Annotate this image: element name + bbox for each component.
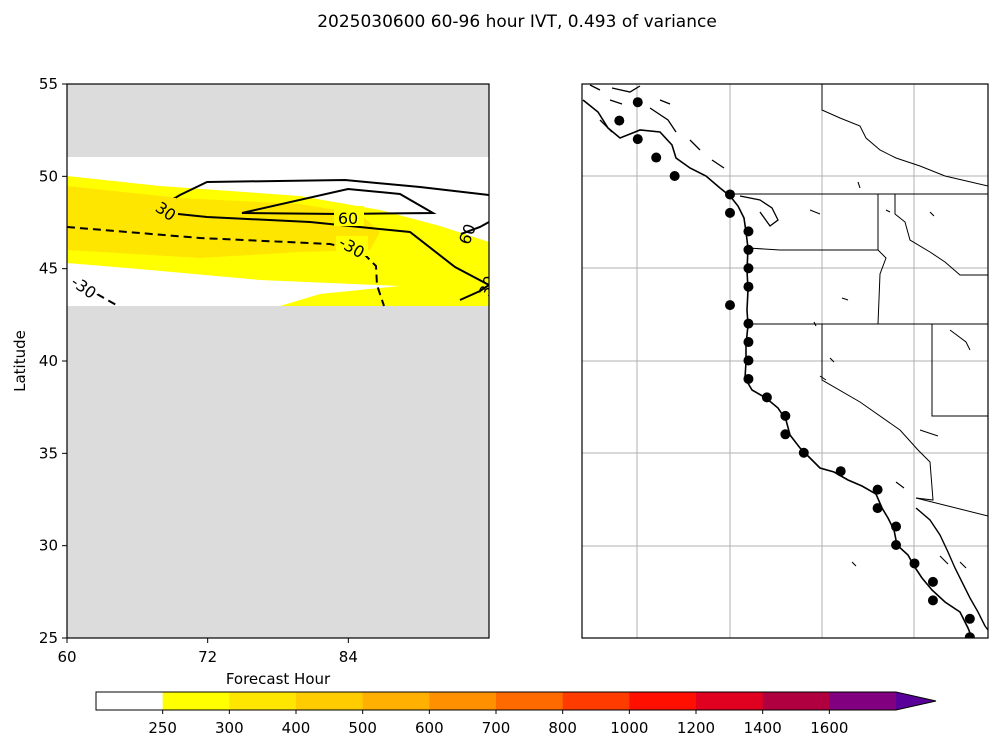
missing-data-region-top [67,84,489,157]
y-tick-label: 40 [39,352,58,370]
map-point [927,595,938,606]
map-point [798,447,809,458]
contour-neg30-dashed [67,226,385,307]
y-tick-label: 35 [39,444,58,462]
colorbar-cell [162,692,230,710]
missing-data-region-bottom [67,306,489,638]
map-panel [581,83,989,639]
canadian-coastline-islands [589,84,779,227]
map-point [872,503,883,514]
map-point [743,318,754,329]
contour-neg30-dashed-left [96,293,119,307]
contour-30-upper [154,178,489,211]
observation-points [614,97,975,638]
map-point [909,558,920,569]
map-point [743,355,754,366]
colorbar-outline [95,691,937,711]
colorbar-label: 700 [482,719,511,737]
colorbar-label: 250 [148,719,177,737]
colorbar-label: 500 [348,719,377,737]
colorbar-label: 800 [548,719,577,737]
lakes [809,181,967,569]
state-borders [730,84,988,517]
colorbar-cell [696,692,764,710]
map-point [780,410,791,421]
map-point [964,632,975,638]
y-tick-label: 30 [39,537,58,555]
x-axis-label: Forecast Hour [226,670,331,688]
contour-60-inner [241,187,437,216]
map-point [743,337,754,348]
colorbar-label: 1600 [810,719,848,737]
map-point [725,189,735,200]
map-point [725,207,735,218]
map-point [669,171,680,181]
colorbar-cell [296,692,364,710]
x-tick-label: 72 [198,648,217,666]
colorbar-cell [362,692,430,710]
colorbar-cell [96,692,164,710]
map-point [651,152,662,163]
colorbar-label: 400 [282,719,311,737]
colorbar-extend-arrow [896,692,936,710]
y-axis-label: Latitude [11,330,29,392]
contour-30-lower [177,213,489,286]
map-point [632,97,643,108]
y-tick-label: 50 [39,167,58,185]
colorbar-cell [429,692,497,710]
colorbar-cell [229,692,297,710]
map-point [927,576,938,587]
map-point [780,429,791,440]
map-point [743,244,754,255]
colorbar-cell [762,692,830,710]
coastline [582,99,973,638]
map-frame [581,83,989,639]
y-tick-label: 25 [39,629,58,647]
colorbar-label: 1200 [677,719,715,737]
figure-title: 2025030600 60-96 hour IVT, 0.493 of vari… [317,12,717,32]
map-point [964,613,975,624]
colorbar-label: 1400 [744,719,782,737]
map-point [835,466,846,477]
colorbar-cell [629,692,697,710]
map-point [743,281,754,292]
colorbar: 250 300 400 500 600 700 800 1000 1200 1400 1600 [95,691,937,737]
colorbar-cell [496,692,564,710]
contour-60-right [460,221,489,235]
baja-gulf-coast [915,507,988,631]
ivt-hovmoller-panel: 30 60 -30 -30 60 30 60 72 84 2530354045505… [11,75,490,688]
map-point [761,392,772,403]
colorbar-label: 300 [215,719,244,737]
colorbar-label: 1000 [610,719,648,737]
y-tick-label: 55 [39,75,58,93]
map-point [725,300,735,311]
map-point [743,263,754,274]
contour-label: 60 [338,209,358,228]
y-tick-label: 45 [39,260,58,278]
map-point [614,115,625,126]
contour-right-edge [459,284,489,301]
map-point [872,484,883,495]
map-point [632,134,643,145]
colorbar-cell [829,692,897,710]
map-point [743,373,754,384]
map-point [891,521,902,532]
colorbar-label: 600 [415,719,444,737]
map-point [891,540,902,550]
x-tick-label: 84 [339,648,358,666]
colorbar-cell [562,692,630,710]
x-tick-label: 60 [57,648,76,666]
ivt-fill-300-400 [67,186,380,258]
map-point [743,226,754,237]
